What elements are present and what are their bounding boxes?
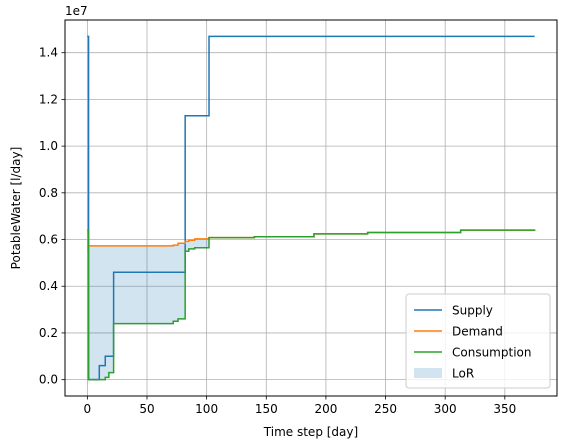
y-axis-label: PotableWater [l/day] [9, 147, 23, 270]
series-line-consumption [87, 229, 536, 381]
y-tick-label: 1.0 [39, 139, 58, 153]
y-tick-label: 0.0 [39, 373, 58, 387]
x-tick-label: 50 [139, 402, 154, 416]
y-tick-label: 0.2 [39, 326, 58, 340]
legend-label-supply: Supply [452, 304, 493, 318]
lor-fill-layer [87, 229, 535, 380]
x-axis-label: Time step [day] [263, 425, 358, 439]
y-axis-ticks: 0.0 0.2 0.4 0.6 0.8 1.0 1.2 1.4 [39, 46, 65, 387]
y-offset-text: 1e7 [65, 4, 88, 18]
legend: Supply Demand Consumption LoR [405, 293, 551, 389]
x-tick-label: 100 [195, 402, 218, 416]
x-tick-label: 150 [255, 402, 278, 416]
x-tick-label: 250 [374, 402, 397, 416]
y-tick-label: 0.6 [39, 233, 58, 247]
x-tick-label: 0 [84, 402, 92, 416]
y-tick-label: 0.4 [39, 279, 58, 293]
series-layer [87, 35, 536, 381]
x-tick-label: 200 [314, 402, 337, 416]
legend-label-consumption: Consumption [452, 346, 531, 360]
plot-frame [64, 19, 558, 397]
legend-box [405, 293, 551, 389]
grid-lines [65, 20, 557, 396]
lor-fill-area [87, 229, 535, 380]
legend-label-lor: LoR [452, 367, 474, 381]
y-tick-label: 0.8 [39, 186, 58, 200]
y-tick-label: 1.4 [39, 46, 58, 60]
x-tick-label: 350 [493, 402, 516, 416]
legend-swatch-lor [414, 368, 442, 378]
x-tick-label: 300 [434, 402, 457, 416]
x-axis-ticks: 0 50 100 150 200 250 300 350 [84, 396, 516, 416]
y-tick-label: 1.2 [39, 92, 58, 106]
legend-label-demand: Demand [452, 325, 503, 339]
